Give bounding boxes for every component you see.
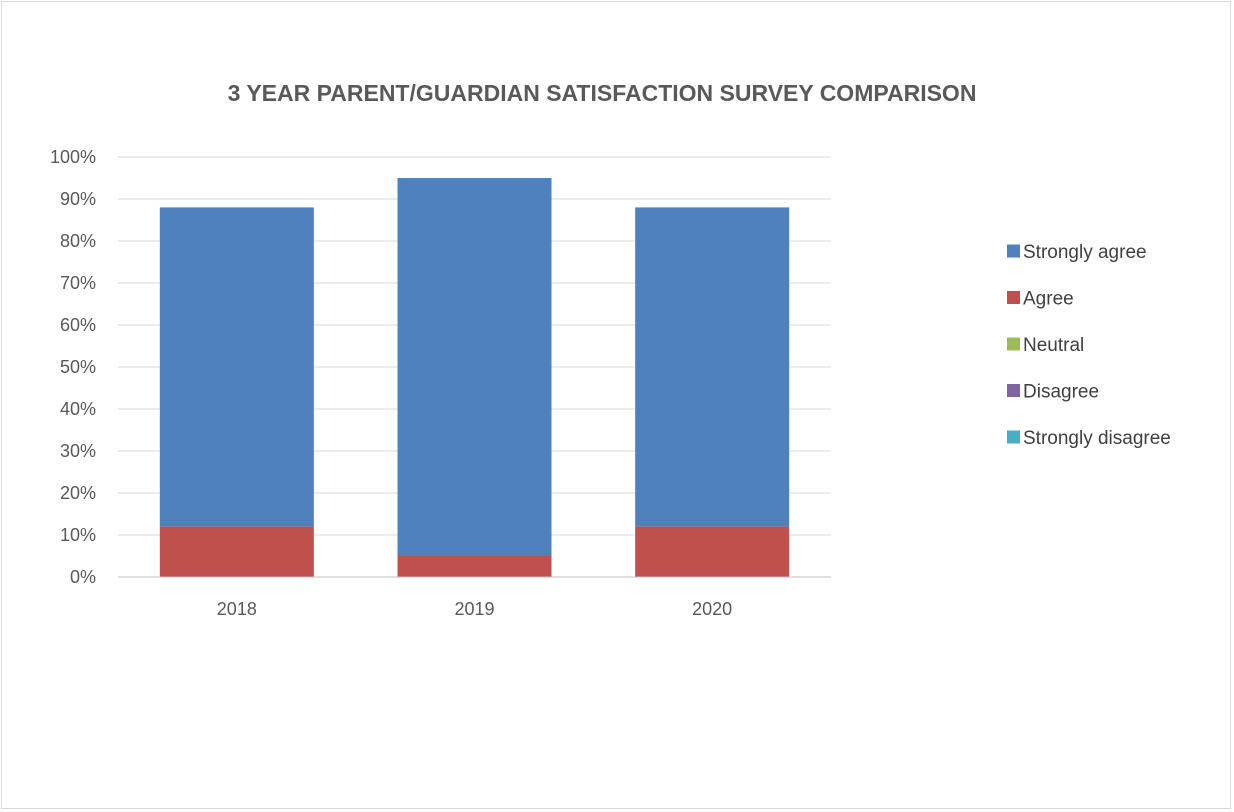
bar-strongly-agree-2019 <box>397 178 552 556</box>
x-tick-label: 2020 <box>692 599 732 619</box>
legend-label: Strongly disagree <box>1023 428 1171 449</box>
y-tick-label: 60% <box>60 315 96 335</box>
x-tick-label: 2019 <box>454 599 494 619</box>
legend-swatch-neutral <box>1007 337 1020 351</box>
bar-strongly-agree-2018 <box>159 207 314 527</box>
bar-agree-2018 <box>159 526 314 577</box>
y-tick-label: 50% <box>60 357 96 377</box>
y-tick-label: 80% <box>60 231 96 251</box>
legend: Strongly agree Agree Neutral Disagree Strong… <box>1007 242 1171 449</box>
legend-label: Neutral <box>1023 335 1084 356</box>
legend-swatch-strongly-disagree <box>1007 430 1020 444</box>
y-tick-label: 70% <box>60 273 96 293</box>
y-tick-label: 0% <box>70 567 96 587</box>
x-tick-label: 2018 <box>217 599 257 619</box>
legend-swatch-agree <box>1007 291 1020 304</box>
legend-swatch-strongly-agree <box>1007 244 1020 258</box>
bar-agree-2020 <box>635 526 790 577</box>
y-tick-label: 40% <box>60 399 96 419</box>
chart-title: 3 YEAR PARENT/GUARDIAN SATISFACTION SURV… <box>228 80 977 106</box>
y-tick-label: 100% <box>50 147 96 167</box>
bars <box>159 178 790 577</box>
y-tick-label: 20% <box>60 483 96 503</box>
y-tick-label: 10% <box>60 525 96 545</box>
bar-strongly-agree-2020 <box>635 207 790 527</box>
legend-label: Strongly agree <box>1023 242 1147 263</box>
legend-label: Disagree <box>1023 382 1099 403</box>
bar-agree-2019 <box>397 556 552 577</box>
y-tick-label: 30% <box>60 441 96 461</box>
y-tick-label: 90% <box>60 189 96 209</box>
legend-swatch-disagree <box>1007 384 1020 397</box>
legend-label: Agree <box>1023 289 1074 310</box>
axes: 0% 10% 20% 30% 40% 50% 60% 70% 80% 90% 100% 2018 201… <box>50 147 831 619</box>
